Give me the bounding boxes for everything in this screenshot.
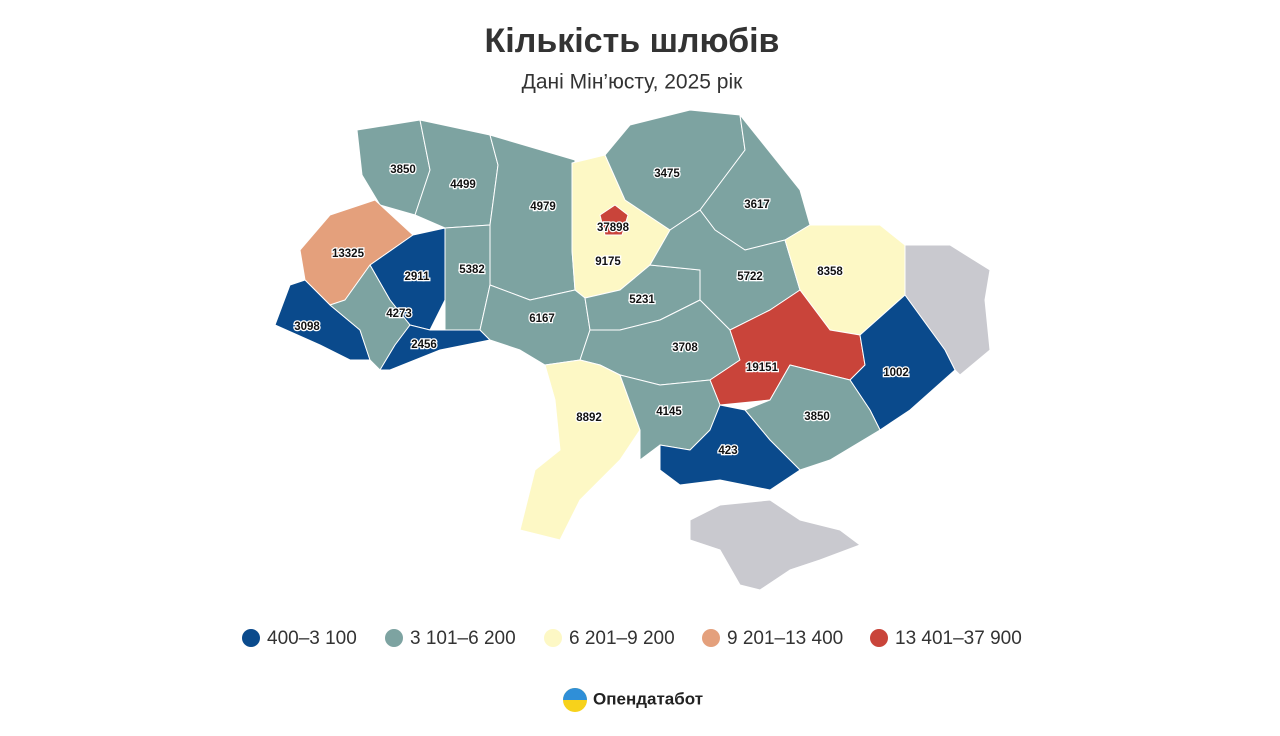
region-value: 8892 [576,412,602,424]
legend-label: 3 101–6 200 [410,628,516,649]
footer: Опендатабот [563,688,703,712]
region-value: 4145 [656,406,682,418]
region-value: 3475 [654,168,680,180]
region-value: 9175 [595,256,621,268]
region-value: 1002 [883,367,909,379]
logo-icon [563,688,587,700]
legend-marker [385,629,403,647]
region-value: 2911 [405,271,431,283]
region [489,134,576,301]
legend-marker [242,629,260,647]
region-labels: 3850 4499 4979 9175 37898 3475 3617 13325 2911 53… [293,163,910,459]
legend-marker [702,629,720,647]
region-value: 3098 [294,321,320,333]
region-value: 4499 [450,179,476,191]
legend-label: 400–3 100 [267,628,357,649]
region [519,359,641,541]
region-value: 3617 [744,199,770,211]
legend-marker [870,629,888,647]
subtitle: Дані Мін’юсту, 2025 рік [522,71,743,94]
legend-label: 6 201–9 200 [569,628,675,649]
region-value: 5722 [737,271,763,283]
region [659,404,801,491]
region-value: 4273 [386,308,412,320]
region-value: 423 [718,445,737,457]
legend: 400–3 100 3 101–6 200 6 201–9 200 9 201–13 … [242,628,1022,649]
region-value: 3850 [390,164,416,176]
region [849,294,956,431]
region-value: 13325 [332,248,365,260]
region-value: 5382 [459,264,485,276]
region-value: 3850 [804,411,830,423]
brand: Опендатабот [593,689,703,708]
region [599,204,629,236]
legend-label: 13 401–37 900 [895,628,1022,649]
region-value: 19151 [746,362,779,374]
legend-marker [544,629,562,647]
region-value: 37898 [597,222,630,234]
title: Кількість шлюбів [485,22,780,60]
region-value: 5231 [629,294,655,306]
region [379,324,491,371]
region-value: 6167 [529,313,555,325]
legend-label: 9 201–13 400 [727,628,843,649]
occupied-area [689,499,861,591]
regions [274,109,991,591]
region-value: 8358 [817,266,843,278]
region-value: 2456 [411,339,437,351]
region-value: 3708 [672,342,698,354]
region-value: 4979 [530,201,556,213]
